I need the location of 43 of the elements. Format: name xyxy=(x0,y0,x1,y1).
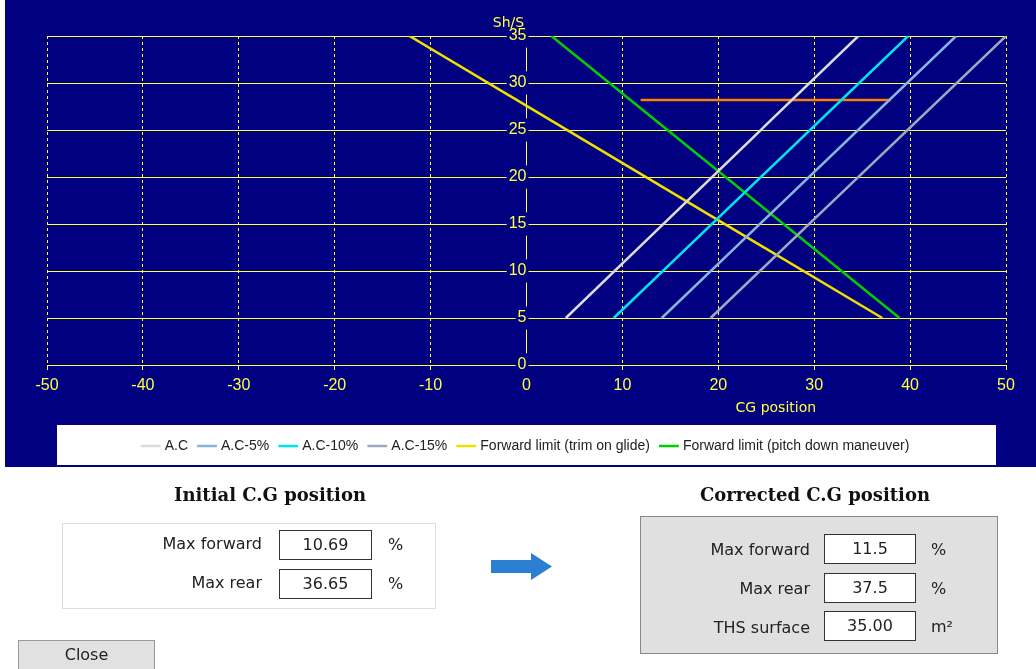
text: % xyxy=(388,535,405,554)
text: Max forward xyxy=(161,534,262,553)
x-tick-label: -30 xyxy=(227,376,251,394)
text: Max rear xyxy=(738,579,810,598)
legend-label: A.C-15% xyxy=(391,436,448,453)
y-tick-label: 0 xyxy=(517,355,527,373)
y-tick-label: 30 xyxy=(508,73,527,91)
x-tick-label: -20 xyxy=(323,376,347,394)
text: % xyxy=(931,579,948,598)
text: THS surface xyxy=(712,618,810,637)
legend-label: A.C xyxy=(164,436,189,453)
x-tick-label: 20 xyxy=(709,376,728,394)
x-tick-label: 40 xyxy=(901,376,920,394)
text: Corrected C.G position xyxy=(698,484,932,505)
y-tick-label: 10 xyxy=(508,261,527,279)
x-tick-label: -10 xyxy=(419,376,443,394)
text: m² xyxy=(931,617,954,636)
text: 35.00 xyxy=(824,611,916,641)
legend-label: A.C-5% xyxy=(221,436,270,453)
y-tick-label: 5 xyxy=(517,308,527,326)
x-tick-label: -40 xyxy=(131,376,155,394)
x-tick-label: 30 xyxy=(805,376,824,394)
y-axis-title: Sh/S xyxy=(492,13,525,30)
legend-label: Forward limit (trim on glide) xyxy=(480,436,650,453)
text: 11.5 xyxy=(824,534,916,564)
text: Close xyxy=(18,640,155,669)
text: 10.69 xyxy=(279,530,372,560)
text: % xyxy=(388,574,405,593)
legend-label: Forward limit (pitch down maneuver) xyxy=(682,436,910,453)
text: Max forward xyxy=(709,540,810,559)
text: 37.5 xyxy=(824,573,916,603)
legend-label: A.C-10% xyxy=(302,436,359,453)
x-tick-label: 10 xyxy=(613,376,632,394)
text: Initial C.G position xyxy=(173,484,367,505)
text: % xyxy=(931,540,948,559)
x-tick-label: -50 xyxy=(35,376,59,394)
text: 36.65 xyxy=(279,569,372,599)
x-tick-label: 50 xyxy=(997,376,1015,394)
y-tick-label: 20 xyxy=(508,167,527,185)
text: Max rear xyxy=(190,573,262,592)
x-axis-title: CG position xyxy=(735,398,817,415)
y-tick-label: 15 xyxy=(508,214,527,232)
y-tick-label: 25 xyxy=(508,120,527,138)
